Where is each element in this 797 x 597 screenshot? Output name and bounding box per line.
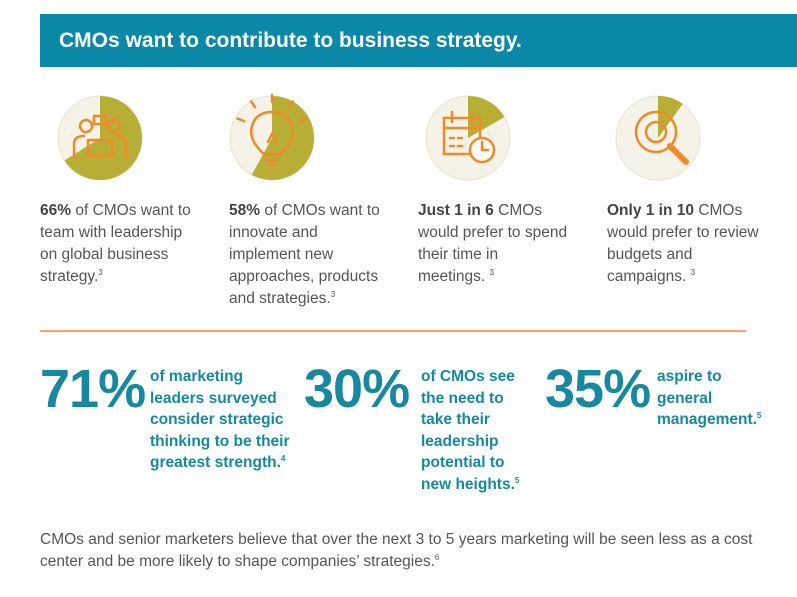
icon-part [644,120,668,144]
pie-wedge [64,96,142,180]
icon-part [249,100,257,109]
big-text-body: of marketing leaders surveyed consider s… [150,368,290,471]
icon-part [480,140,490,152]
footnote-ref: 3 [98,267,103,277]
footnote-ref: 3 [489,267,494,277]
footnote-ref: 5 [514,475,520,485]
stat-lead: 66% [40,202,72,219]
header-bar: CMOs want to contribute to business stra… [40,14,797,67]
stat: 58% of CMOs want to innovate and impleme… [229,200,389,310]
icons [57,93,701,181]
title: CMOs want to contribute to business stra… [59,29,522,52]
footnote-ref: 4 [280,453,286,463]
stat: 66% of CMOs want to team with leadership… [40,200,200,288]
big-number: 30% [304,359,410,419]
icon-part [250,110,294,156]
stat-text: CMOs would prefer to spend their time in… [418,202,568,285]
icon-part [442,116,482,156]
icon [634,110,689,165]
icon-part [287,100,295,109]
stat-text: CMOs would prefer to review budgets and … [607,202,759,285]
big-text-body: aspire to general management. [657,368,757,428]
big-number: 71% [40,359,146,419]
footnote-ref: 3 [690,267,696,277]
stat-lead: 58% [229,202,261,219]
icon-part [634,110,678,154]
big-number: 35% [545,359,651,419]
icon [236,93,308,167]
icon-part [72,134,128,160]
icon [72,114,128,160]
footnote-ref: 6 [434,552,440,562]
icon [442,110,496,164]
icon-part [264,131,280,167]
stat-lead: Just 1 in 6 [418,202,494,219]
footer: CMOs and senior marketers believe that o… [40,529,760,573]
footnote-ref: 5 [756,410,762,420]
big-text-body: of CMOs see the need to take their leade… [421,368,515,493]
stat: Just 1 in 6 CMOs would prefer to spend t… [418,200,568,288]
stat: Only 1 in 10 CMOs would prefer to review… [607,200,767,288]
divider [40,330,746,332]
stat-lead: Only 1 in 10 [607,202,695,219]
big-text: aspire to general management.5 [657,366,767,431]
icon-part [236,117,246,123]
stat-text: of CMOs want to team with leadership on … [40,202,191,285]
big-text: of CMOs see the need to take their leade… [421,366,531,495]
big-text: of marketing leaders surveyed consider s… [150,366,290,474]
footnote-ref: 3 [330,289,336,299]
icon-part [448,110,474,148]
icon-part [106,118,122,134]
footer-text: CMOs and senior marketers believe that o… [40,531,753,570]
icon-part [78,118,94,134]
icon-part [92,114,108,126]
stat-text: of CMOs want to innovate and implement n… [229,202,380,307]
icon-part [298,117,308,123]
icon-part [86,138,114,158]
icon-part [667,143,689,165]
